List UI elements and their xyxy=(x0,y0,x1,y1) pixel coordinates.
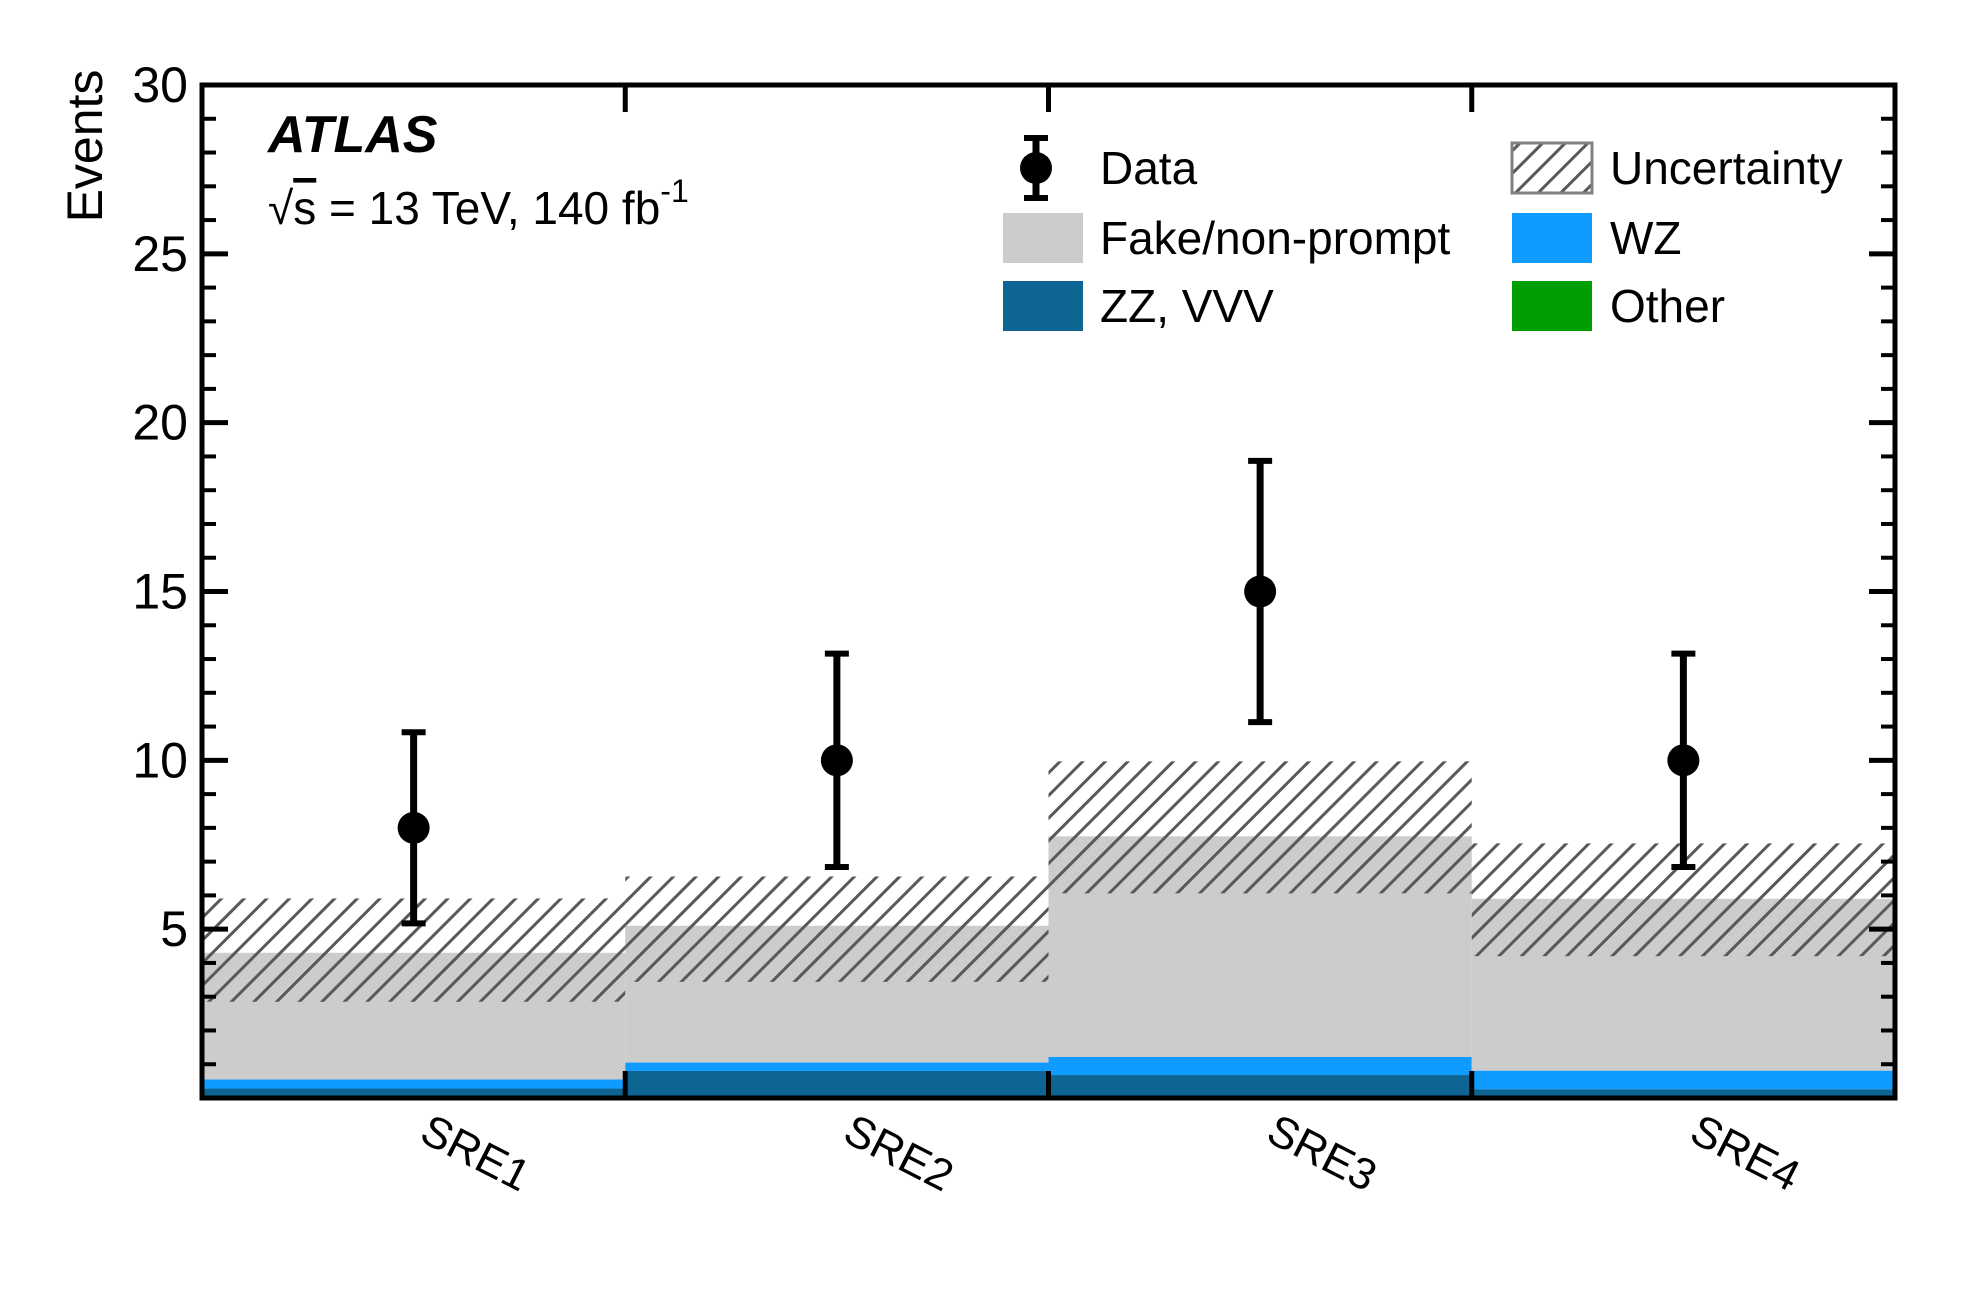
y-tick-label-25: 25 xyxy=(132,226,188,282)
data-marker xyxy=(397,811,430,844)
bar-segment-wz-sre1 xyxy=(202,1079,626,1089)
uncertainty-band-sre3 xyxy=(1048,761,1472,894)
legend-label-fake: Fake/non-prompt xyxy=(1100,212,1450,264)
legend-label-uncertainty: Uncertainty xyxy=(1610,142,1843,194)
sqrt-s-symbol: s xyxy=(293,182,316,234)
bar-segment-wz-sre3 xyxy=(1048,1056,1472,1076)
legend-swatch-uncertainty xyxy=(1510,141,1594,195)
bar-segment-zz-vvv-sre2 xyxy=(625,1070,1049,1098)
plot-frame xyxy=(199,82,1898,1101)
y-tick-label-5: 5 xyxy=(160,901,188,957)
inverse-femtobarn-exponent: -1 xyxy=(660,173,688,209)
data-point-sre4 xyxy=(1667,650,1700,871)
x-category-label-sre1: SRE1 xyxy=(413,1105,538,1201)
y-tick-label-10: 10 xyxy=(132,732,188,788)
data-marker xyxy=(1244,575,1277,608)
y-tick-label-30: 30 xyxy=(132,57,188,113)
y-tick-label-15: 15 xyxy=(132,564,188,620)
bar-segment-zz-vvv-sre3 xyxy=(1048,1075,1472,1098)
legend-swatch-fake xyxy=(1003,213,1083,263)
bar-segment-wz-sre4 xyxy=(1471,1070,1895,1090)
atlas-experiment-label: ATLAS xyxy=(266,106,438,164)
data-point-sre1 xyxy=(397,729,430,927)
uncertainty-band-sre2 xyxy=(625,876,1049,982)
legend-data-marker xyxy=(1020,135,1052,201)
y-tick-label-20: 20 xyxy=(132,395,188,451)
legend-swatch-zz-vvv xyxy=(1003,281,1083,331)
data-marker xyxy=(1667,744,1700,777)
data-marker xyxy=(820,744,853,777)
bar-segment-zz-vvv-sre4 xyxy=(1471,1089,1895,1098)
x-category-label-sre3: SRE3 xyxy=(1260,1105,1385,1201)
luminosity-label: √s = 13 TeV, 140 fb-1 xyxy=(268,173,689,234)
bar-segment-zz-vvv-sre1 xyxy=(202,1088,626,1098)
x-category-label-sre2: SRE2 xyxy=(836,1105,961,1201)
legend-label-data: Data xyxy=(1100,142,1198,194)
legend: Data Fake/non-prompt ZZ, VVV Uncertainty… xyxy=(1003,135,1843,332)
legend-data-point-icon xyxy=(1020,152,1052,184)
bar-segment-wz-sre2 xyxy=(625,1062,1049,1071)
y-axis-title: Events xyxy=(57,70,113,223)
legend-swatch-other xyxy=(1512,281,1592,331)
luminosity-text: = 13 TeV, 140 fb xyxy=(316,182,660,234)
legend-label-other: Other xyxy=(1610,280,1725,332)
sqrt-sign: √ xyxy=(268,182,294,234)
legend-swatch-wz xyxy=(1512,213,1592,263)
legend-label-zz-vvv: ZZ, VVV xyxy=(1100,280,1274,332)
legend-label-wz: WZ xyxy=(1610,212,1682,264)
data-point-sre2 xyxy=(820,650,853,871)
data-point-sre3 xyxy=(1244,457,1277,726)
x-category-label-sre4: SRE4 xyxy=(1683,1105,1808,1201)
data-points-layer xyxy=(397,457,1700,927)
uncertainty-bands-layer xyxy=(202,761,1895,1002)
